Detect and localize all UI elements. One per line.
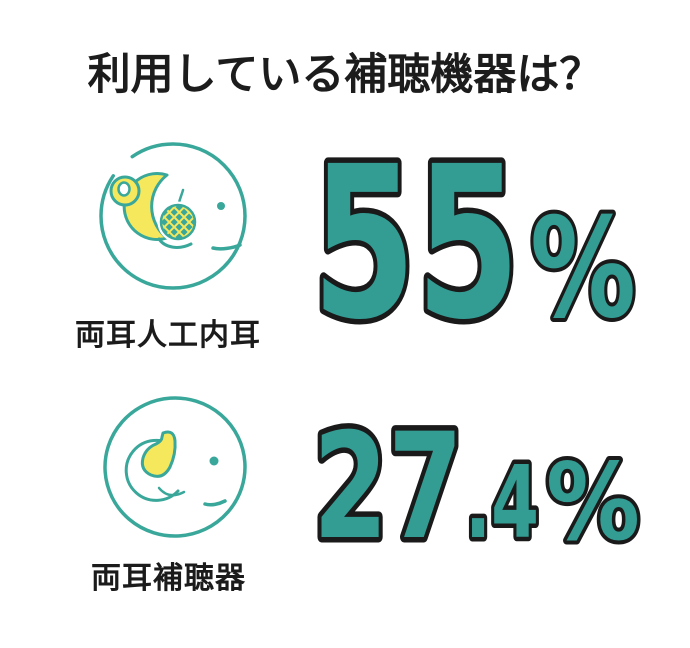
- percent-sign: %: [530, 188, 636, 349]
- stat-number: 55: [312, 121, 520, 366]
- ear-curve: [157, 237, 193, 249]
- eye-dot: [217, 202, 225, 210]
- eye-dot: [209, 456, 219, 466]
- face-outline: [103, 396, 247, 538]
- page-title: 利用している補聴機器は？: [87, 51, 603, 99]
- ear-inner-curve: [157, 486, 186, 497]
- stat-label-hearing-aid: 両耳補聴器: [91, 562, 246, 595]
- implant-coil-inner: [117, 181, 131, 197]
- hearing-aid-shape: [140, 430, 177, 478]
- hearing-aid-face-icon: [103, 396, 247, 538]
- cochlear-implant-face-icon: [99, 142, 247, 290]
- percent-sign: %: [546, 441, 640, 564]
- transmitter-coil: [159, 203, 197, 241]
- stat-number: 27: [313, 402, 463, 572]
- mouth-line: [203, 499, 227, 507]
- ear-outline: [124, 438, 180, 502]
- mouth-line: [211, 243, 242, 251]
- stat-decimal: .4: [465, 444, 539, 561]
- stat-value-cochlear: 55 %: [307, 116, 641, 372]
- stat-value-hearing-aid: 27 .4 %: [308, 397, 645, 578]
- stat-label-cochlear: 両耳人工内耳: [75, 319, 261, 352]
